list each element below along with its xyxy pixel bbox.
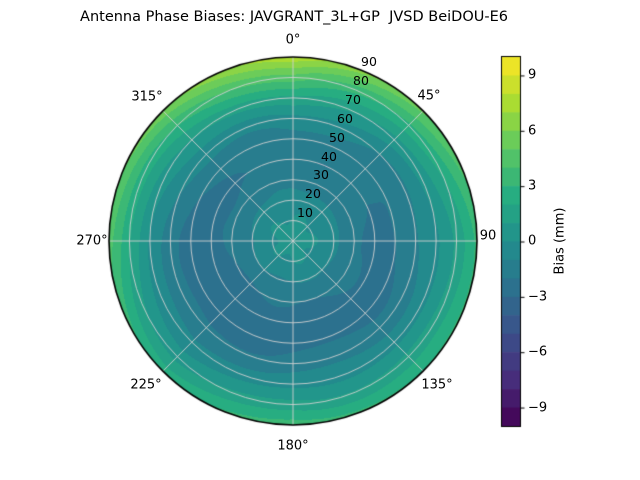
colorbar-tick-m3: −3 <box>528 289 548 305</box>
radial-label-50: 50 <box>329 129 345 145</box>
colorbar-tick-6: 6 <box>528 123 537 139</box>
angular-label-0: 0° <box>285 32 301 48</box>
radial-label-20: 20 <box>305 185 321 201</box>
angular-label-90: 90 <box>479 228 497 244</box>
radial-label-10: 10 <box>297 204 313 220</box>
angular-label-315: 315° <box>131 89 163 105</box>
colorbar-axis-label: Bias (mm) <box>552 207 568 275</box>
angular-label-45: 45° <box>417 88 441 104</box>
chart-title: Antenna Phase Biases: JAVGRANT_3L+GP JVS… <box>80 9 508 25</box>
colorbar-tick-3: 3 <box>528 178 537 194</box>
colorbar-tick-m6: −6 <box>528 344 548 360</box>
colorbar-tick-m9: −9 <box>528 400 548 416</box>
radial-label-80: 80 <box>353 72 369 88</box>
colorbar-tick-9: 9 <box>528 67 537 83</box>
angular-label-270: 270° <box>76 233 108 249</box>
angular-label-135: 135° <box>421 377 453 393</box>
radial-label-70: 70 <box>345 91 361 107</box>
angular-label-180: 180° <box>277 438 309 454</box>
radial-label-30: 30 <box>313 166 329 182</box>
angular-label-225: 225° <box>130 377 162 393</box>
radial-label-60: 60 <box>337 110 353 126</box>
colorbar-tick-0: 0 <box>528 233 537 249</box>
radial-label-90: 90 <box>361 53 377 69</box>
radial-label-40: 40 <box>321 148 337 164</box>
